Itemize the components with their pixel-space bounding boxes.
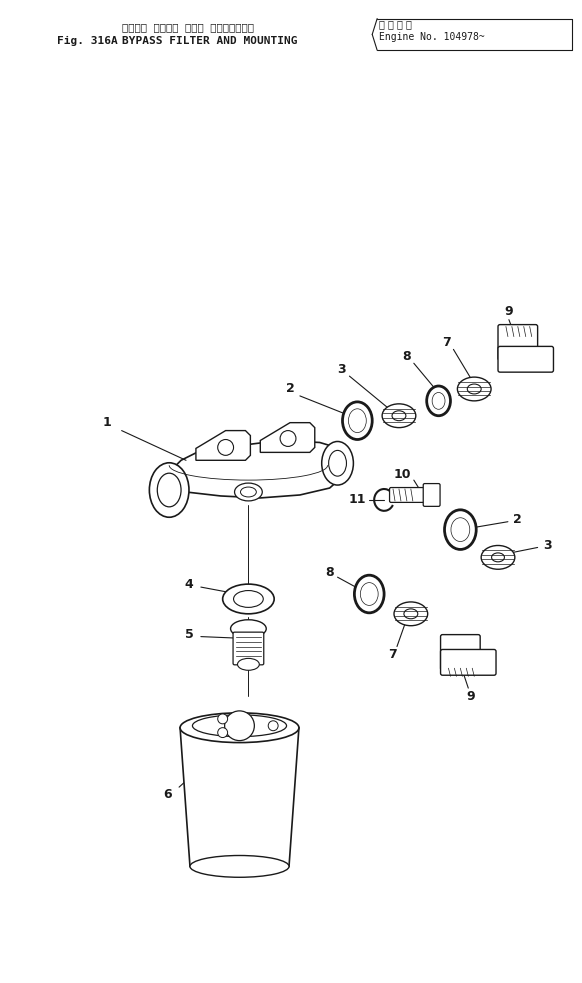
Circle shape: [218, 727, 228, 737]
Ellipse shape: [342, 402, 372, 439]
Circle shape: [225, 711, 254, 740]
Polygon shape: [151, 440, 349, 498]
Ellipse shape: [322, 441, 353, 485]
Text: 3: 3: [337, 363, 346, 376]
Ellipse shape: [492, 552, 505, 562]
Ellipse shape: [445, 510, 476, 549]
Ellipse shape: [233, 591, 263, 607]
Circle shape: [280, 431, 296, 446]
FancyBboxPatch shape: [441, 650, 496, 675]
Text: 8: 8: [325, 566, 334, 579]
Ellipse shape: [329, 450, 346, 476]
Text: 2: 2: [513, 513, 522, 526]
Polygon shape: [260, 423, 315, 452]
Ellipse shape: [235, 483, 262, 501]
Ellipse shape: [190, 855, 289, 877]
Polygon shape: [180, 727, 299, 866]
Text: 4: 4: [184, 578, 193, 591]
Ellipse shape: [457, 377, 491, 401]
Ellipse shape: [237, 659, 260, 670]
Ellipse shape: [360, 583, 378, 606]
FancyBboxPatch shape: [498, 324, 538, 360]
Ellipse shape: [150, 463, 189, 517]
Ellipse shape: [382, 404, 416, 428]
Ellipse shape: [394, 602, 428, 626]
Ellipse shape: [354, 575, 384, 612]
Ellipse shape: [223, 584, 274, 613]
Ellipse shape: [193, 715, 286, 736]
Ellipse shape: [392, 411, 406, 421]
Text: 11: 11: [349, 493, 366, 506]
FancyBboxPatch shape: [498, 346, 553, 373]
Text: 適 用 号 機: 適 用 号 機: [379, 20, 412, 29]
Text: 7: 7: [442, 336, 451, 349]
Ellipse shape: [157, 473, 181, 507]
Text: 8: 8: [403, 350, 411, 363]
Ellipse shape: [240, 487, 256, 497]
Text: 6: 6: [163, 787, 172, 800]
FancyBboxPatch shape: [389, 488, 428, 502]
Polygon shape: [196, 431, 250, 460]
Ellipse shape: [230, 619, 266, 638]
Ellipse shape: [427, 386, 450, 416]
Text: BYPASS FILTER AND MOUNTING: BYPASS FILTER AND MOUNTING: [122, 36, 297, 46]
Text: 9: 9: [505, 306, 513, 318]
Text: 3: 3: [543, 539, 552, 552]
Ellipse shape: [467, 384, 481, 394]
Text: 10: 10: [393, 468, 411, 481]
Circle shape: [218, 439, 233, 455]
Circle shape: [268, 721, 278, 730]
Text: 5: 5: [184, 628, 193, 641]
Text: 9: 9: [466, 689, 474, 703]
Text: Engine No. 104978~: Engine No. 104978~: [379, 32, 485, 42]
Text: Fig. 316A: Fig. 316A: [57, 36, 118, 46]
Ellipse shape: [451, 518, 470, 542]
FancyBboxPatch shape: [423, 484, 440, 506]
Ellipse shape: [432, 392, 445, 409]
Ellipse shape: [481, 546, 515, 569]
Text: 2: 2: [286, 382, 294, 395]
Ellipse shape: [349, 409, 366, 433]
Ellipse shape: [404, 608, 418, 618]
Ellipse shape: [180, 713, 299, 742]
Circle shape: [218, 714, 228, 723]
Text: バイパス  フィルタ  および  マウンティング: バイパス フィルタ および マウンティング: [122, 23, 254, 32]
FancyBboxPatch shape: [441, 635, 480, 670]
FancyBboxPatch shape: [233, 632, 264, 665]
Text: 1: 1: [102, 416, 111, 430]
Text: 7: 7: [388, 648, 396, 661]
